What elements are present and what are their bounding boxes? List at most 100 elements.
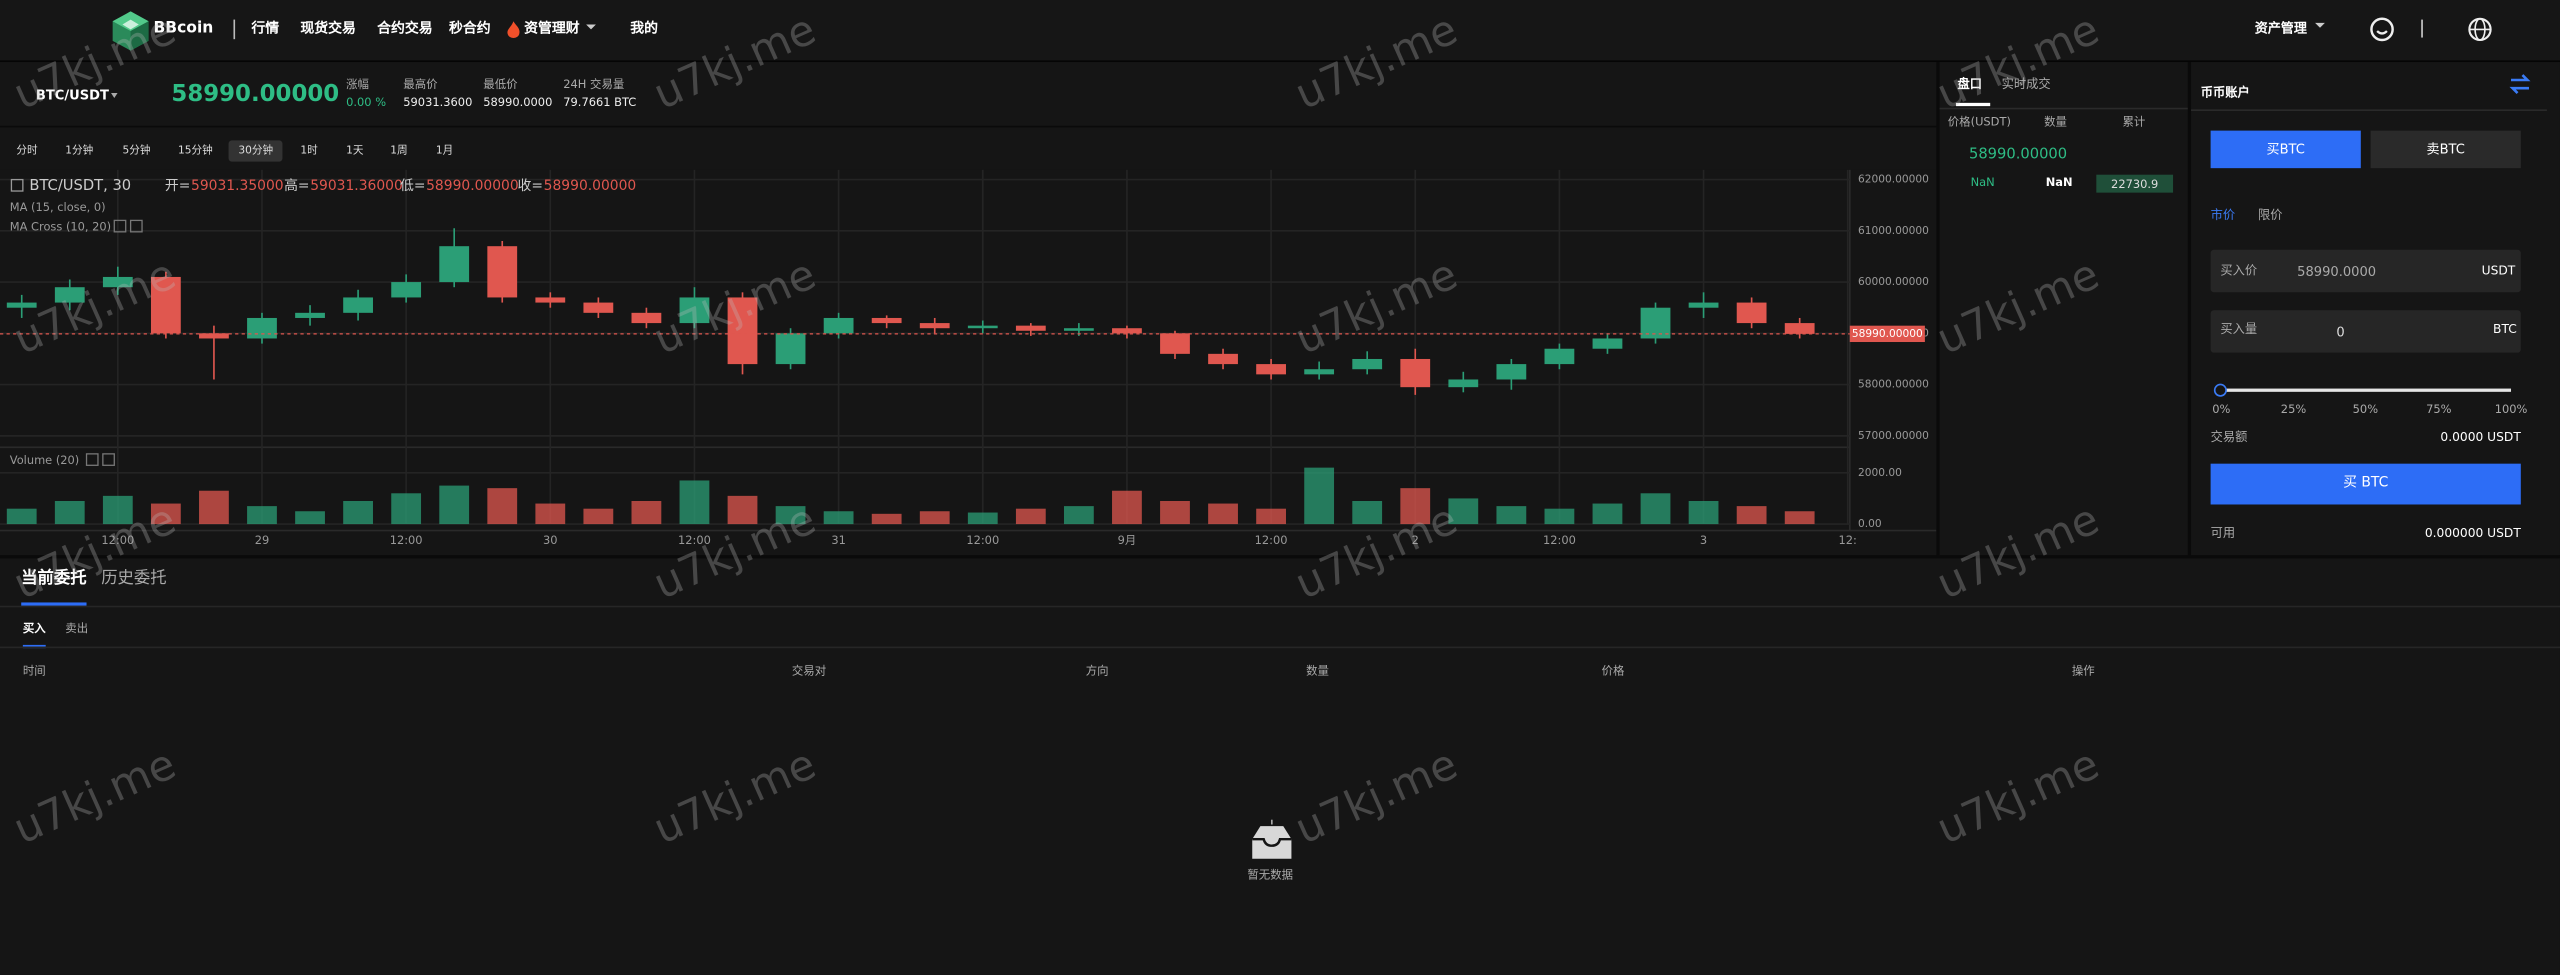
candle-body xyxy=(1304,369,1335,375)
volume-bar xyxy=(1496,506,1527,525)
side-tab[interactable]: 卖出 xyxy=(65,622,89,636)
y-tick-label: 62000.00000 xyxy=(1858,173,1929,186)
volume-bar xyxy=(1304,467,1335,525)
nav-item[interactable]: 现货交易 xyxy=(300,21,356,38)
nav-item[interactable]: 资管理财 xyxy=(524,21,580,38)
candle-body xyxy=(727,297,758,365)
swap-icon[interactable] xyxy=(2509,73,2531,94)
x-tick-label: 3 xyxy=(1700,533,1707,547)
volume-bar xyxy=(102,495,133,525)
price-field[interactable] xyxy=(2210,249,2521,293)
nav-item[interactable]: 行情 xyxy=(251,21,280,38)
nav-item[interactable]: 秒合约 xyxy=(448,21,491,38)
orders-tab[interactable]: 当前委托 xyxy=(21,569,87,588)
available-value: 0.000000 USDT xyxy=(2424,525,2521,541)
field-unit: USDT xyxy=(2481,262,2516,278)
sell-tab[interactable]: 卖BTC xyxy=(2370,130,2521,169)
divider xyxy=(0,646,2560,649)
slider-handle[interactable] xyxy=(2213,383,2227,397)
tab-underline xyxy=(22,644,46,648)
order-type-tab[interactable]: 市价 xyxy=(2210,207,2236,223)
asset-menu[interactable]: 资产管理 xyxy=(2254,21,2307,36)
timeframe-button[interactable]: 15分钟 xyxy=(177,143,213,157)
volume-bar xyxy=(1400,488,1431,525)
volume-bar xyxy=(1784,511,1815,525)
candle-body xyxy=(1063,328,1094,331)
field-value: 58990.0000 xyxy=(2297,264,2377,280)
candle-body xyxy=(391,282,422,298)
submit-button[interactable]: 买 BTC xyxy=(2210,463,2521,505)
orders-tab[interactable]: 历史委托 xyxy=(101,569,167,588)
volume-bar xyxy=(1640,493,1671,525)
volume-bar xyxy=(919,511,950,525)
x-tick-label: 12:00 xyxy=(101,533,134,547)
amount-field[interactable] xyxy=(2210,310,2521,353)
legend-label: 收= xyxy=(518,178,543,194)
watermark: u7kj.me xyxy=(1288,740,1465,855)
globe-icon[interactable] xyxy=(2467,16,2493,42)
timeframe-button[interactable]: 1月 xyxy=(435,143,454,157)
y-tick-label: 2000.00 xyxy=(1858,466,1902,479)
volume-bar xyxy=(1112,490,1142,525)
candle-body xyxy=(1688,302,1719,308)
legend-value: 59031.35000 xyxy=(191,178,284,194)
timeframe-button[interactable]: 分时 xyxy=(16,143,38,157)
field-label: 买入量 xyxy=(2220,321,2258,337)
candle-body xyxy=(631,312,662,324)
legend-value: 58990.00000 xyxy=(426,178,519,194)
pair-selector[interactable]: BTC/USDT xyxy=(35,88,109,103)
x-tick-label: 30 xyxy=(543,533,558,547)
slider-track[interactable] xyxy=(2220,388,2512,392)
watermark: u7kj.me xyxy=(1930,495,2107,610)
order-type-tab[interactable]: 限价 xyxy=(2257,207,2283,223)
y-tick-label: 58000.00000 xyxy=(1858,378,1929,391)
volume-bar xyxy=(775,506,806,525)
timeframe-button[interactable]: 1分钟 xyxy=(65,143,94,157)
column-header: 时间 xyxy=(22,664,46,678)
nav-item[interactable]: 合约交易 xyxy=(377,21,433,38)
side-tab[interactable]: 买入 xyxy=(22,622,46,636)
column-header: 方向 xyxy=(1085,664,1109,678)
field-unit: BTC xyxy=(2493,321,2517,337)
timeframe-button[interactable]: 1时 xyxy=(300,143,318,157)
candle-body xyxy=(150,276,181,334)
timeframe-button[interactable]: 1周 xyxy=(390,143,408,157)
x-tick-label: 29 xyxy=(255,533,270,547)
timeframe-button[interactable]: 5分钟 xyxy=(122,143,151,157)
divider xyxy=(2191,109,2547,112)
divider xyxy=(0,125,1937,128)
buy-tab[interactable]: 买BTC xyxy=(2210,130,2361,169)
candle-body xyxy=(1592,338,1623,349)
volume-bar xyxy=(1448,498,1479,525)
logo-text[interactable]: BBcoin xyxy=(153,19,214,38)
volume-bar xyxy=(391,493,422,525)
candlestick-chart: 12:00 29 12:00 30 12:00 31 12:00 9月 12:00 2 12:00 3… xyxy=(0,169,1937,556)
volume-bar xyxy=(54,500,85,525)
y-tick-label: 57000.00000 xyxy=(1858,429,1929,442)
orderbook-tab[interactable]: 盘口 xyxy=(1957,76,1983,92)
legend-label: 开= xyxy=(165,178,190,194)
candle-body xyxy=(102,276,133,288)
volume-bar xyxy=(631,500,662,525)
timeframe-button[interactable]: 1天 xyxy=(346,143,364,157)
chart-title: BTC/USDT, 30 xyxy=(29,177,131,194)
candle-body xyxy=(967,325,998,329)
user-icon[interactable] xyxy=(2369,16,2395,42)
tab-underline xyxy=(21,602,87,606)
orderbook-tab[interactable]: 实时成交 xyxy=(2001,76,2051,92)
stat-value: 79.7661 BTC xyxy=(563,96,637,110)
volume-bar xyxy=(1736,506,1767,525)
nav-item[interactable]: 我的 xyxy=(630,21,658,38)
volume-bar xyxy=(1256,508,1286,525)
timeframe-button[interactable]: 30分钟 xyxy=(228,140,283,161)
slider-mark: 75% xyxy=(2426,403,2452,417)
column-header: 数量 xyxy=(2044,115,2067,129)
candle-body xyxy=(919,323,950,329)
candle-body xyxy=(1015,325,1046,331)
slider-mark: 25% xyxy=(2280,403,2307,417)
collapse-icon xyxy=(10,178,24,192)
stat-value: 58990.0000 xyxy=(483,96,553,110)
candle-body xyxy=(295,312,325,318)
logo-icon xyxy=(112,11,149,51)
